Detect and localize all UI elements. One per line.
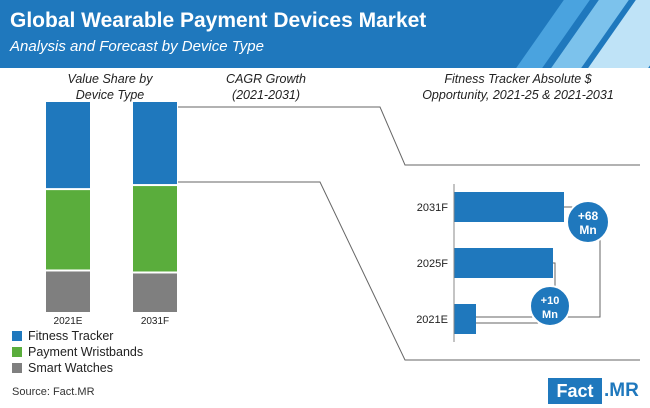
source-note: Source: Fact.MR — [12, 386, 95, 398]
opportunity-bar — [454, 248, 553, 278]
legend-label: Payment Wristbands — [28, 345, 144, 359]
legend-swatch — [12, 347, 22, 357]
legend-swatch — [12, 363, 22, 373]
legend-item: Smart Watches — [12, 360, 143, 376]
value-share-title-1: Value Share by — [67, 72, 153, 86]
growth-bubble — [566, 200, 610, 244]
stack-segment — [133, 102, 177, 185]
stack-segment — [133, 186, 177, 272]
page-subtitle: Analysis and Forecast by Device Type — [10, 38, 264, 55]
stack-segment — [46, 271, 90, 312]
growth-unit: Mn — [579, 223, 596, 237]
growth-value: +10 — [541, 295, 560, 307]
logo-mr: .MR — [604, 380, 639, 401]
category-label: 2021E — [54, 316, 83, 327]
cagr-title-2: (2021-2031) — [232, 88, 300, 102]
opportunity-title-2: Opportunity, 2021-25 & 2021-2031 — [422, 88, 614, 102]
connector-top — [178, 106, 640, 166]
legend-item: Payment Wristbands — [12, 344, 143, 360]
value-share-title-2: Device Type — [76, 88, 145, 102]
opportunity-bar — [454, 192, 564, 222]
growth-bubble — [529, 285, 571, 327]
growth-value: +68 — [578, 209, 599, 223]
stacked-bar-chart: 2021E 2031F — [46, 102, 177, 327]
legend-label: Smart Watches — [28, 361, 113, 375]
stack-segment — [133, 273, 177, 312]
category-label: 2031F — [141, 316, 169, 327]
bar-category-label: 2021E — [416, 314, 448, 326]
legend-item: Fitness Tracker — [12, 328, 143, 344]
opportunity-bar — [454, 304, 476, 334]
legend: Fitness Tracker Payment Wristbands Smart W… — [12, 328, 143, 376]
bar-category-label: 2025F — [417, 258, 448, 270]
growth-unit: Mn — [542, 309, 558, 321]
connector-bottom — [178, 181, 640, 361]
cagr-title-1: CAGR Growth — [226, 72, 306, 86]
opportunity-title-1: Fitness Tracker Absolute $ — [444, 72, 592, 86]
legend-swatch — [12, 331, 22, 341]
stack-segment — [46, 190, 90, 270]
legend-label: Fitness Tracker — [28, 329, 114, 343]
page-title: Global Wearable Payment Devices Market — [10, 9, 427, 32]
factmr-logo: Fact .MR — [548, 378, 644, 406]
stack-segment — [46, 102, 90, 189]
logo-fact: Fact — [548, 378, 602, 404]
header-banner: Global Wearable Payment Devices Market A… — [0, 0, 650, 68]
bar-category-label: 2031F — [417, 202, 448, 214]
